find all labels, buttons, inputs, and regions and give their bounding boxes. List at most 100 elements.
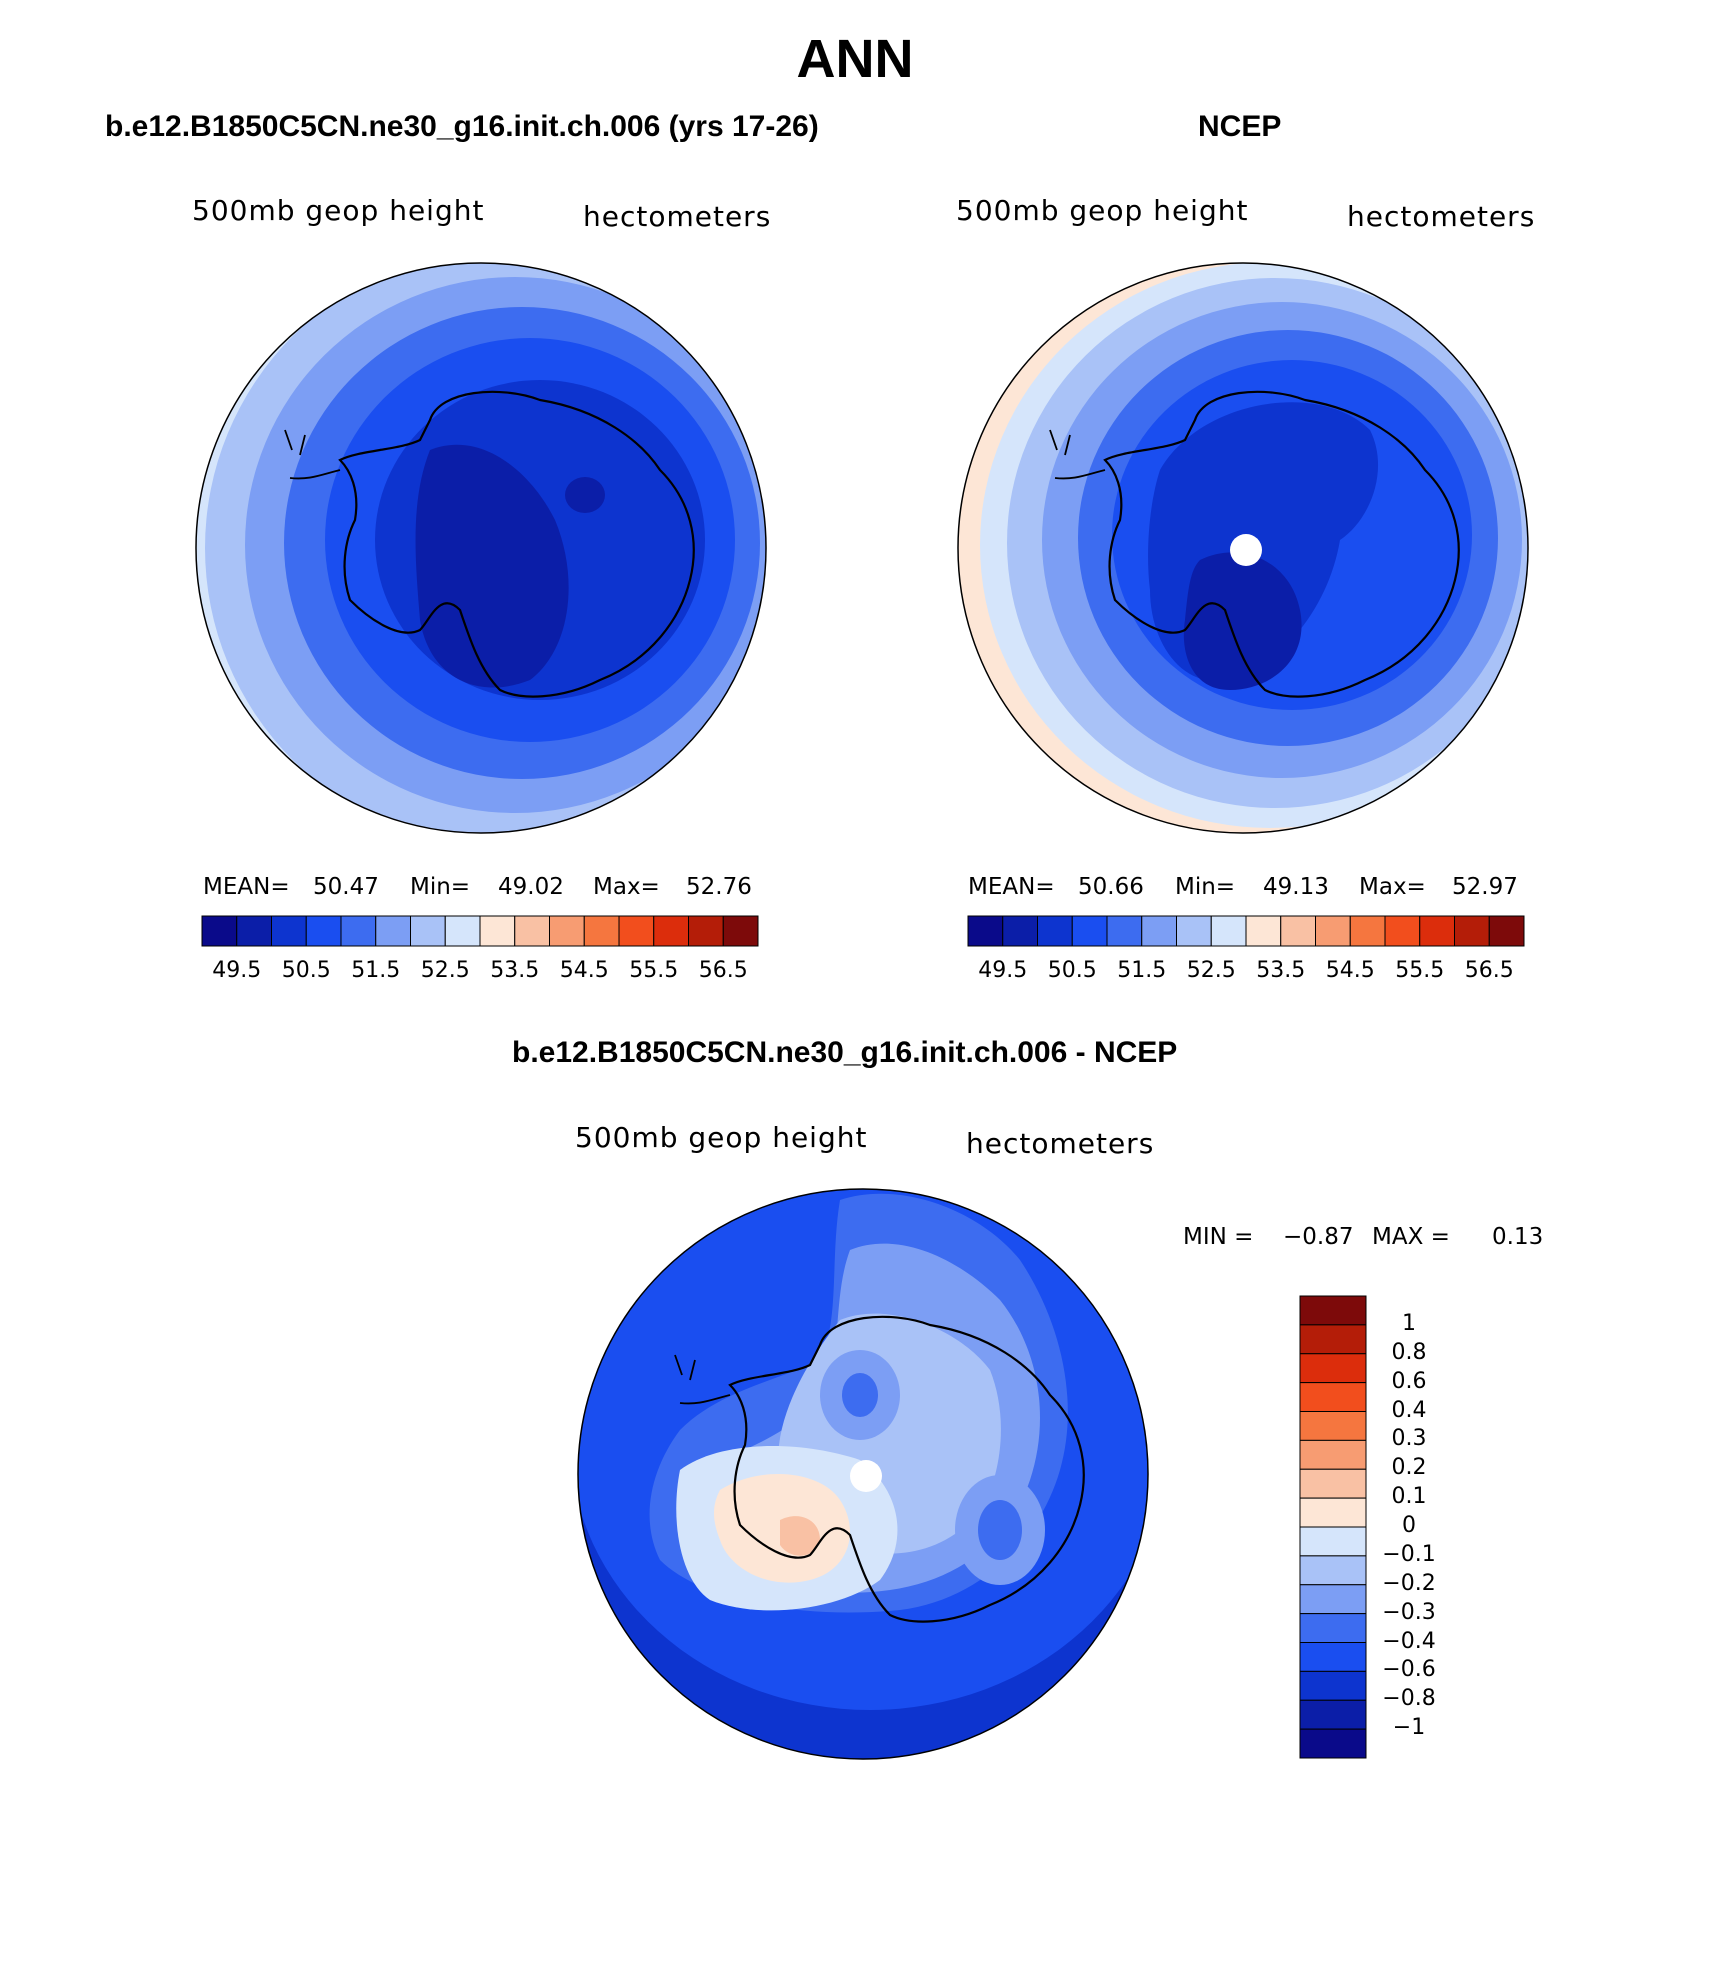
panel1-title: b.e12.B1850C5CN.ne30_g16.init.ch.006 (yr… [105, 110, 819, 143]
panel3-colorbar-tick-label: 0.2 [1391, 1455, 1427, 1481]
panel1-max-label: Max= [593, 874, 660, 900]
panel2-mean-label: MEAN= [968, 874, 1055, 900]
panel3-colorbar-swatch [1299, 1295, 1367, 1326]
panel1-colorbar-swatch [410, 915, 446, 947]
panel3-colorbar-swatch [1299, 1411, 1367, 1441]
panel2-colorbar-swatch [1488, 915, 1525, 947]
panel1-colorbar-tick-label: 50.5 [281, 958, 331, 983]
panel2-colorbar-swatch [1419, 915, 1455, 947]
panel2-colorbar-swatch [1176, 915, 1212, 947]
panel2-max-value: 52.97 [1452, 874, 1518, 900]
panel1-colorbar-swatch [653, 915, 689, 947]
panel1-colorbar-swatch [549, 915, 585, 947]
panel3-colorbar-swatch [1299, 1439, 1367, 1470]
panel3-min-value: −0.87 [1283, 1224, 1354, 1250]
panel1-colorbar-swatch [514, 915, 550, 947]
panel1-colorbar-swatch [305, 915, 342, 947]
panel1-colorbar-tick-label: 52.5 [420, 958, 470, 983]
panel3-colorbar-swatch [1299, 1555, 1367, 1586]
panel1-max-value: 52.76 [686, 874, 752, 900]
panel3-colorbar-tick-label: 0.6 [1391, 1368, 1427, 1394]
panel3-colorbar-tick-label: −0.1 [1382, 1541, 1436, 1567]
panel1-colorbar-swatch [618, 915, 655, 947]
panel1-min-label: Min= [410, 874, 471, 900]
panel1-min-value: 49.02 [498, 874, 564, 900]
panel1-colorbar-swatch [375, 915, 411, 947]
panel3-colorbar-tick-label: 0.4 [1391, 1397, 1427, 1423]
panel3-title: b.e12.B1850C5CN.ne30_g16.init.ch.006 - N… [512, 1036, 1178, 1069]
panel3-colorbar-swatch [1299, 1497, 1367, 1528]
panel3-variable-label: 500mb geop height [575, 1121, 868, 1154]
panel1-colorbar-swatch [583, 915, 620, 947]
panel3-colorbar-swatch [1299, 1642, 1367, 1672]
panel3-colorbar-swatch [1299, 1382, 1367, 1412]
panel2-colorbar-tick-label: 50.5 [1047, 958, 1097, 983]
panel3-colorbar-swatch [1299, 1584, 1367, 1615]
panel2-mean-value: 50.66 [1078, 874, 1144, 900]
panel2-title: NCEP [1198, 110, 1282, 143]
panel1-mean-label: MEAN= [203, 874, 290, 900]
panel3-colorbar-swatch [1299, 1353, 1367, 1384]
panel3-colorbar-swatch [1299, 1468, 1367, 1499]
panel3-colorbar-swatch [1299, 1728, 1367, 1759]
panel3-colorbar-tick-label: −1 [1392, 1715, 1426, 1741]
panel2-colorbar [967, 915, 1525, 947]
panel2-colorbar-swatch [1245, 915, 1282, 947]
panel1-variable-label: 500mb geop height [192, 194, 485, 227]
panel2-colorbar-swatch [1037, 915, 1073, 947]
panel1-colorbar-tick-label: 55.5 [629, 958, 679, 983]
panel3-min-label: MIN = [1183, 1224, 1254, 1250]
panel3-colorbar-swatch [1299, 1699, 1367, 1730]
panel1-colorbar-swatch [340, 915, 377, 947]
panel3-colorbar-tick-label: 0.8 [1391, 1339, 1427, 1365]
panel3-colorbar-tick-label: −0.6 [1382, 1657, 1436, 1683]
panel2-colorbar-swatch [1349, 915, 1386, 947]
panel3-colorbar [1299, 1295, 1367, 1759]
main-title: ANN [796, 29, 914, 89]
panel1-colorbar-swatch [688, 915, 724, 947]
panel2-colorbar-tick-label: 54.5 [1325, 958, 1375, 983]
panel1-colorbar-swatch [722, 915, 759, 947]
panel3-colorbar-tick-label: 1 [1402, 1310, 1416, 1336]
panel1-colorbar-tick-label: 54.5 [559, 958, 609, 983]
panel3-units-label: hectometers [966, 1127, 1155, 1160]
panel2-colorbar-tick-label: 53.5 [1256, 958, 1306, 983]
panel1-colorbar-swatch [444, 915, 481, 947]
panel3-colorbar-swatch [1299, 1324, 1367, 1355]
panel2-units-label: hectometers [1347, 200, 1536, 233]
panel1-colorbar [201, 915, 759, 947]
panel3-colorbar-tick-label: −0.8 [1382, 1686, 1436, 1712]
panel2-colorbar-tick-label: 51.5 [1117, 958, 1167, 983]
panel3-max-value: 0.13 [1492, 1224, 1544, 1250]
panel1-colorbar-tick-label: 53.5 [490, 958, 540, 983]
panel2-colorbar-swatch [1106, 915, 1143, 947]
panel3-colorbar-tick-label: 0.3 [1391, 1426, 1427, 1452]
panel1-colorbar-swatch [479, 915, 516, 947]
panel2-min-label: Min= [1175, 874, 1236, 900]
panel3-colorbar-tick-label: 0.1 [1391, 1484, 1427, 1510]
panel3-colorbar-tick-label: −0.3 [1382, 1599, 1436, 1625]
panel1-colorbar-tick-label: 56.5 [698, 958, 748, 983]
panel3-colorbar-tick-label: −0.2 [1382, 1570, 1436, 1596]
panel2-colorbar-swatch [1071, 915, 1108, 947]
panel3-colorbar-tick-label: −0.4 [1382, 1628, 1436, 1654]
panel3-colorbar-swatch [1299, 1670, 1367, 1701]
panel2-variable-label: 500mb geop height [956, 194, 1249, 227]
panel3-colorbar-swatch [1299, 1613, 1367, 1643]
panel2-max-label: Max= [1359, 874, 1426, 900]
panel3-colorbar-swatch [1299, 1526, 1367, 1557]
panel2-colorbar-swatch [1315, 915, 1351, 947]
panel1-colorbar-swatch [271, 915, 307, 947]
panel1-colorbar-tick-label: 51.5 [351, 958, 401, 983]
panel2-min-value: 49.13 [1263, 874, 1329, 900]
panel2-colorbar-tick-label: 52.5 [1186, 958, 1236, 983]
panel2-colorbar-swatch [1210, 915, 1247, 947]
panel2-colorbar-swatch [1384, 915, 1421, 947]
panel1-colorbar-tick-label: 49.5 [212, 958, 262, 983]
panel1-units-label: hectometers [583, 200, 772, 233]
panel1-mean-value: 50.47 [313, 874, 379, 900]
panel1-colorbar-swatch [236, 915, 272, 947]
